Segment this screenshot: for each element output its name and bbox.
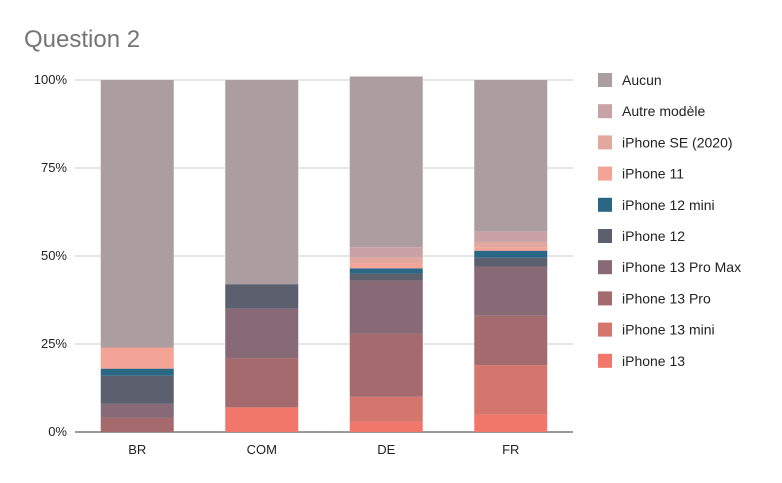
- bar-segment: [349, 333, 423, 397]
- bar-segment: [474, 241, 548, 248]
- legend-swatch: [598, 291, 612, 306]
- bar-segment: [474, 257, 548, 267]
- y-tick-label: 50%: [41, 248, 67, 263]
- legend-label: iPhone 12 mini: [622, 197, 715, 213]
- x-tick-label: BR: [128, 442, 146, 457]
- legend-swatch: [598, 104, 612, 119]
- legend-label: iPhone 13: [622, 353, 685, 369]
- legend: Aucun Autre modèle iPhone SE (2020) iPhone …: [598, 72, 741, 369]
- bar-segment: [100, 403, 174, 418]
- y-axis-ticks: 0% 25% 50% 75% 100%: [34, 72, 68, 439]
- legend-label: iPhone 13 Pro: [622, 290, 711, 306]
- bar-segment: [100, 375, 174, 404]
- bar-segment: [349, 76, 423, 248]
- legend-swatch: [598, 197, 612, 212]
- bar-segment: [474, 414, 548, 432]
- bar-segment: [225, 308, 299, 359]
- legend-label: Aucun: [622, 72, 662, 88]
- legend-swatch: [598, 135, 612, 150]
- bar-segment: [349, 421, 423, 432]
- bar-segment: [225, 284, 299, 309]
- bar-segment: [474, 365, 548, 415]
- bar-segment: [349, 280, 423, 334]
- bar-segment: [474, 247, 548, 251]
- bar-segment: [349, 268, 423, 274]
- y-tick-label: 0%: [48, 424, 67, 439]
- legend-label: iPhone 12: [622, 228, 685, 244]
- x-axis-ticks: BR COM DE FR: [128, 442, 519, 457]
- x-tick-label: DE: [377, 442, 395, 457]
- legend-label: iPhone 13 Pro Max: [622, 259, 741, 275]
- bar-segment: [474, 231, 548, 242]
- bar-segment: [100, 417, 174, 432]
- legend-label: Autre modèle: [622, 103, 705, 119]
- legend-swatch: [598, 73, 612, 87]
- legend-swatch: [598, 229, 612, 243]
- y-tick-label: 25%: [41, 336, 67, 351]
- bar-segment: [349, 247, 423, 258]
- bar-segment: [225, 80, 299, 285]
- bar-segment: [349, 257, 423, 264]
- legend-label: iPhone 13 mini: [622, 322, 715, 338]
- bar-segment: [349, 396, 423, 422]
- legend-swatch: [598, 166, 612, 181]
- y-tick-label: 100%: [34, 72, 68, 87]
- legend-swatch: [598, 260, 612, 275]
- x-tick-label: FR: [502, 442, 519, 457]
- y-tick-label: 75%: [41, 160, 67, 175]
- bar-segment: [474, 250, 548, 258]
- bar-segment: [225, 407, 299, 432]
- legend-swatch: [598, 353, 612, 368]
- bar-segment: [100, 80, 174, 348]
- bar-segment: [349, 263, 423, 269]
- bar-segment: [474, 80, 548, 232]
- bar-segment: [100, 347, 174, 369]
- bar-segment: [100, 368, 174, 376]
- bars: [100, 76, 548, 432]
- chart-title: Question 2: [24, 26, 141, 53]
- x-tick-label: COM: [247, 442, 277, 457]
- bar-segment: [225, 358, 299, 408]
- bar-segment: [474, 266, 548, 316]
- bar-segment: [349, 273, 423, 281]
- legend-label: iPhone SE (2020): [622, 134, 733, 150]
- legend-swatch: [598, 322, 612, 337]
- legend-label: iPhone 11: [622, 166, 684, 182]
- bar-segment: [474, 315, 548, 366]
